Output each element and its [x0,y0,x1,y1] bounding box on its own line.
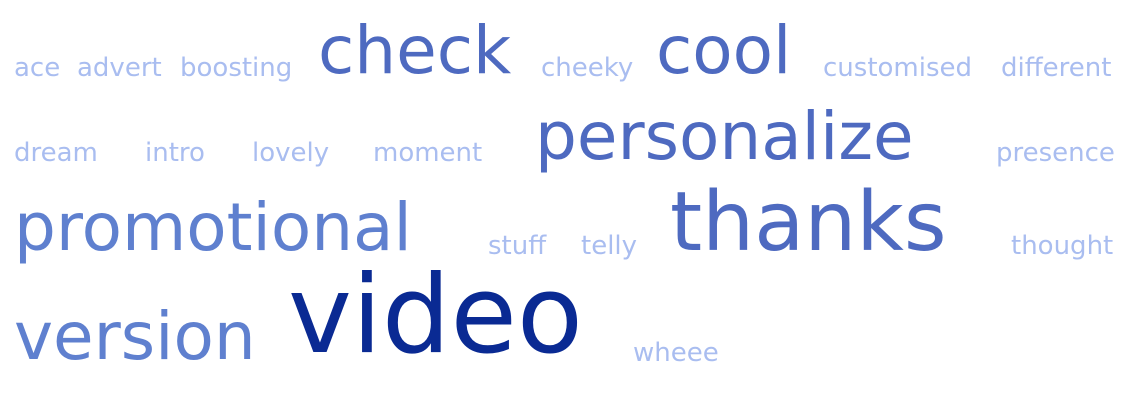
tag-promotional[interactable]: promotional [14,189,412,266]
tag-customised[interactable]: customised [823,53,973,83]
tag-stuff[interactable]: stuff [488,231,547,261]
tag-different[interactable]: different [1001,53,1112,83]
tag-moment[interactable]: moment [373,138,483,168]
tag-advert[interactable]: advert [77,53,162,83]
tag-wheee[interactable]: wheee [633,338,719,368]
tag-ace[interactable]: ace [14,53,61,83]
tag-thought[interactable]: thought [1011,231,1114,261]
tag-check[interactable]: check [318,12,512,89]
tag-cool[interactable]: cool [656,12,792,89]
tag-telly[interactable]: telly [581,231,638,261]
tag-personalize[interactable]: personalize [535,98,914,175]
tag-thanks[interactable]: thanks [670,175,947,270]
tag-intro[interactable]: intro [145,138,205,168]
tag-video[interactable]: video [288,253,583,378]
tag-version[interactable]: version [14,298,256,375]
tag-lovely[interactable]: lovely [252,138,330,168]
tag-cheeky[interactable]: cheeky [541,53,634,83]
tag-boosting[interactable]: boosting [180,53,293,83]
tag-presence[interactable]: presence [996,138,1115,168]
tag-dream[interactable]: dream [14,138,98,168]
